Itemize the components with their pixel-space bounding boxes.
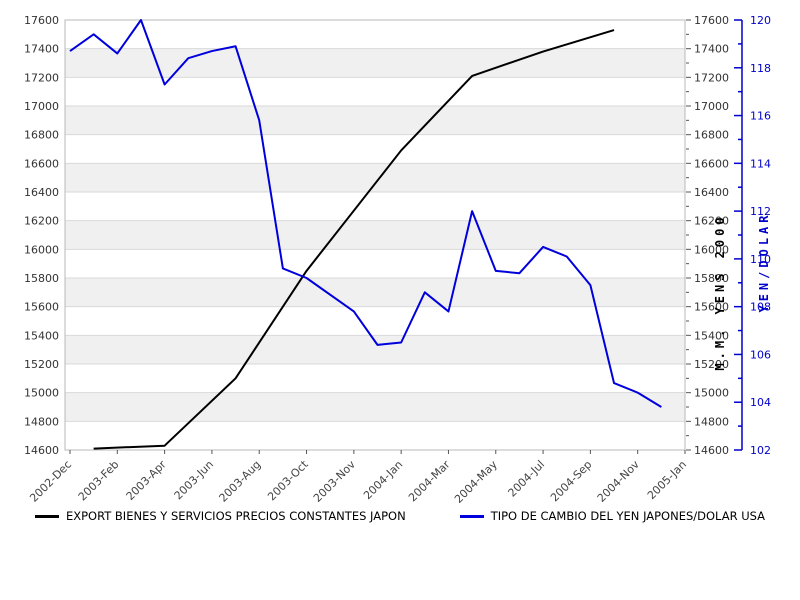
left-axis-tick-label: 16800 — [24, 129, 59, 142]
plot-band — [65, 48, 685, 78]
blue-axis-title: YEN/DOLAR — [757, 211, 771, 312]
blue-axis-tick-label: 102 — [750, 444, 771, 457]
left-axis-tick-label: 16600 — [24, 157, 59, 170]
legend-item-export: EXPORT BIENES Y SERVICIOS PRECIOS CONSTA… — [34, 509, 406, 523]
x-axis-tick-label: 2004-May — [452, 458, 500, 505]
right-axis-tick-label: 17200 — [694, 71, 729, 84]
exchange-rate-series-label: TIPO DE CAMBIO DEL YEN JAPONES/DOLAR USA — [490, 509, 766, 523]
right-axis-tick-label: 16600 — [694, 157, 729, 170]
left-axis-tick-label: 14600 — [24, 444, 59, 457]
legend-item-exchange-rate: TIPO DE CAMBIO DEL YEN JAPONES/DOLAR USA — [459, 509, 766, 523]
left-axis-tick-label: 15000 — [24, 387, 59, 400]
right-axis-tick-label: 16800 — [694, 129, 729, 142]
x-axis-tick-label: 2004-Mar — [406, 458, 453, 505]
left-axis-tick-label: 15400 — [24, 329, 59, 342]
plot-border — [64, 19, 686, 451]
plot-band — [65, 163, 685, 192]
plot-band — [65, 220, 685, 250]
plot-band — [65, 392, 685, 422]
blue-axis-tick-label: 114 — [750, 157, 771, 170]
left-axis-tick-label: 16200 — [24, 215, 59, 228]
right-axis-tick-label: 17000 — [694, 100, 729, 113]
x-axis-tick-label: 2004-Sep — [548, 458, 594, 504]
x-axis-tick-label: 2003-Feb — [76, 458, 122, 504]
right-axis-tick-label: 16400 — [694, 186, 729, 199]
export-series-marker — [34, 514, 59, 518]
plot-band — [65, 278, 685, 307]
x-axis-tick-label: 2004-Nov — [595, 458, 642, 505]
blue-axis-tick-label: 104 — [750, 396, 771, 409]
right-axis-tick-label: 15200 — [694, 358, 729, 371]
exchange-rate-series-marker — [459, 514, 484, 518]
x-axis-tick-label: 2003-Aug — [217, 458, 264, 505]
export-series-label: EXPORT BIENES Y SERVICIOS PRECIOS CONSTA… — [65, 509, 406, 523]
x-axis-tick-label: 2004-Jan — [361, 458, 405, 502]
left-axis-tick-label: 17200 — [24, 71, 59, 84]
plot-band — [65, 106, 685, 135]
right-axis-tick-label: 17400 — [694, 43, 729, 56]
blue-axis-tick-label: 120 — [750, 14, 771, 27]
x-axis-tick-label: 2002-Dec — [27, 458, 74, 505]
blue-axis-tick-label: 116 — [750, 110, 771, 123]
right-axis-tick-label: 15800 — [694, 272, 729, 285]
blue-axis-tick-label: 112 — [750, 205, 771, 218]
x-axis-tick-label: 2003-Apr — [124, 458, 169, 503]
left-axis-tick-label: 15800 — [24, 272, 59, 285]
x-axis-tick-label: 2003-Jun — [172, 458, 216, 502]
left-axis-tick-label: 15600 — [24, 301, 59, 314]
left-axis-tick-label: 17400 — [24, 43, 59, 56]
left-axis-tick-label: 15200 — [24, 358, 59, 371]
blue-axis-tick-label: 108 — [750, 301, 771, 314]
right-axis-tick-label: 15600 — [694, 301, 729, 314]
blue-axis-tick-label: 106 — [750, 348, 771, 361]
right-axis-tick-label: 14600 — [694, 444, 729, 457]
right-axis-tick-label: 17600 — [694, 14, 729, 27]
x-axis-tick-label: 2004-Jul — [506, 458, 548, 500]
exchange-rate-series-line — [69, 19, 662, 408]
x-axis-tick-label: 2003-Nov — [311, 458, 358, 505]
left-axis-tick-label: 14800 — [24, 415, 59, 428]
left-axis-tick-label: 16000 — [24, 243, 59, 256]
chart-legend: EXPORT BIENES Y SERVICIOS PRECIOS CONSTA… — [0, 509, 800, 523]
left-axis-tick-label: 17000 — [24, 100, 59, 113]
x-axis-tick-label: 2003-Oct — [265, 457, 311, 503]
left-axis-tick-label: 16400 — [24, 186, 59, 199]
left-axis-tick-label: 17600 — [24, 14, 59, 27]
export-series-line — [93, 29, 615, 450]
right-axis-tick-label: 14800 — [694, 415, 729, 428]
right-axis-tick-label: 15400 — [694, 329, 729, 342]
right-axis-tick-label: 15000 — [694, 387, 729, 400]
right-axis-tick-label: 16200 — [694, 215, 729, 228]
x-axis-tick-label: 2005-Jan — [645, 458, 689, 502]
right-axis-black-title: M.M. YENS 2000 — [713, 213, 727, 370]
right-axis-tick-label: 16000 — [694, 243, 729, 256]
blue-axis-tick-label: 118 — [750, 62, 771, 75]
dual-axis-line-chart: 14600 14800 15000 15200 15400 15600 15800 16000… — [24, 14, 771, 505]
blue-axis-tick-label: 110 — [750, 253, 771, 266]
